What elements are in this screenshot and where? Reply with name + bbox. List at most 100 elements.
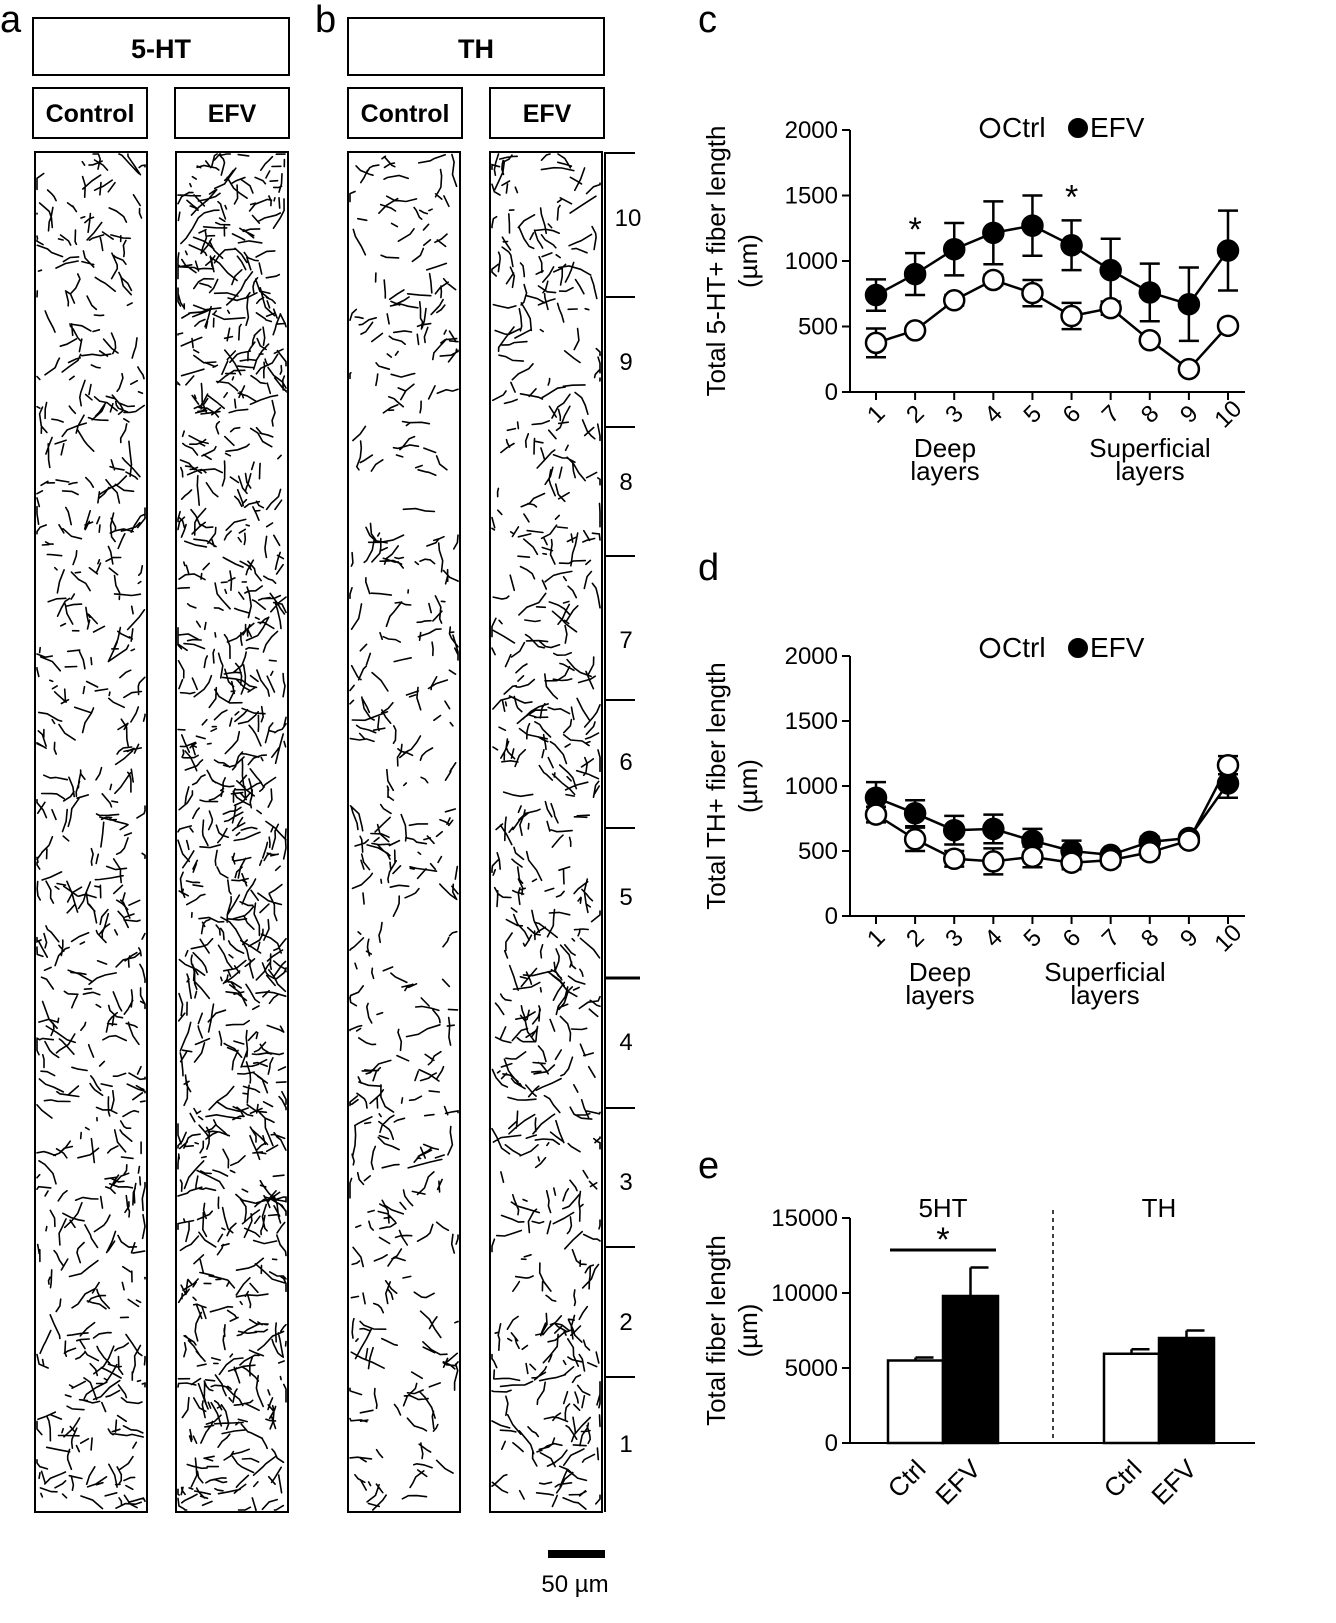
legend-label-ctrl: Ctrl xyxy=(1002,632,1046,663)
panel-letter-b: b xyxy=(315,0,336,41)
fiber-trace-5ht-efv xyxy=(177,153,287,1511)
data-point-ctrl xyxy=(1138,841,1162,864)
panel-b-efv-label: EFV xyxy=(523,100,572,128)
x-tick-label: Ctrl xyxy=(882,1454,932,1504)
panel-a-control-label: Control xyxy=(46,100,135,128)
data-point-ctrl xyxy=(1060,304,1083,328)
x-tick-label: EFV xyxy=(929,1453,986,1510)
x-tick-label: 2 xyxy=(901,924,930,953)
column-frame-th-control xyxy=(347,151,461,1513)
y-tick-label: 5000 xyxy=(785,1355,838,1382)
fiber-traces xyxy=(491,153,601,1510)
legend-label-ctrl: Ctrl xyxy=(1002,112,1046,143)
column-frame-5ht-efv xyxy=(175,151,289,1513)
column-frame-th-efv xyxy=(489,151,603,1513)
y-tick-label: 1000 xyxy=(785,773,838,800)
data-point-ctrl xyxy=(903,319,927,342)
significance-marker: * xyxy=(936,1221,949,1259)
layer-label-9: 9 xyxy=(619,349,632,376)
x-tick-label: 1 xyxy=(862,400,891,429)
scale-bar-label: 50 µm xyxy=(541,1571,608,1598)
layer-ruler: 10 9 8 7 6 5 4 3 2 1 xyxy=(604,152,641,1512)
data-point-ctrl xyxy=(864,331,888,355)
layer-label-5: 5 xyxy=(619,884,632,911)
data-point-ctrl xyxy=(942,289,966,312)
panel-letter-a: a xyxy=(0,0,22,41)
data-point-ctrl xyxy=(903,828,927,851)
y-axis-label-unit: (µm) xyxy=(733,234,763,288)
y-tick-label: 1500 xyxy=(785,708,838,735)
data-point-ctrl xyxy=(982,850,1005,873)
series-line-efv xyxy=(875,224,1230,306)
data-point-ctrl xyxy=(1099,848,1122,872)
data-point-efv xyxy=(1021,214,1044,237)
data-point-efv xyxy=(982,817,1005,841)
layer-label-4: 4 xyxy=(619,1029,632,1056)
x-group-label-line2: layers xyxy=(1115,456,1184,486)
y-axis-label: Total TH+ fiber length xyxy=(701,662,731,909)
series-line-ctrl xyxy=(875,764,1230,864)
data-point-ctrl xyxy=(1021,281,1044,305)
y-tick-label: 1000 xyxy=(785,248,838,275)
x-tick-label: 8 xyxy=(1136,400,1165,429)
data-point-efv xyxy=(864,283,888,307)
fiber-trace-th-control xyxy=(349,153,459,1511)
data-point-ctrl xyxy=(864,803,888,826)
y-tick-label: 1500 xyxy=(785,183,838,210)
x-group-label-line2: layers xyxy=(1070,980,1139,1010)
data-point-efv xyxy=(903,802,927,825)
data-point-ctrl xyxy=(1099,296,1122,320)
data-point-efv xyxy=(1060,234,1083,257)
x-tick-label: 5 xyxy=(1019,400,1048,429)
panel-b-control-label: Control xyxy=(361,100,450,128)
legend-marker-ctrl xyxy=(979,637,1001,659)
panel-a-title: 5-HT xyxy=(131,34,192,64)
data-point-efv xyxy=(1216,239,1240,262)
x-tick-label: EFV xyxy=(1145,1453,1202,1510)
panel-a-title-box xyxy=(32,17,290,76)
x-tick-label: Ctrl xyxy=(1098,1454,1148,1504)
x-tick-label: 3 xyxy=(940,400,969,429)
data-point-ctrl xyxy=(1177,829,1201,852)
y-tick-label: 0 xyxy=(825,1430,838,1457)
bar-th-efv xyxy=(1157,1336,1216,1445)
layer-label-3: 3 xyxy=(619,1169,632,1196)
panel-a-efv-box xyxy=(174,87,290,139)
y-tick-label: 500 xyxy=(798,314,838,341)
data-point-ctrl xyxy=(1138,329,1162,352)
x-group-label: Deep xyxy=(909,957,971,987)
x-group-label: Deep xyxy=(914,433,976,463)
scale-bar xyxy=(548,1550,605,1558)
panel-b-efv-box xyxy=(489,87,605,139)
legend-marker-efv xyxy=(1068,118,1088,138)
x-group-label-line2: layers xyxy=(910,456,979,486)
x-tick-label: 5 xyxy=(1019,924,1048,953)
legend-label-efv: EFV xyxy=(1090,112,1145,143)
chart-5ht-layers: 0 500 1000 1500 2000 1 2 3 4 5 6 7 8 9 10 Total 5-HT+ f… xyxy=(701,112,1247,486)
group-label-th: TH xyxy=(1142,1193,1177,1223)
data-point-ctrl xyxy=(1177,357,1201,381)
panel-b-title: TH xyxy=(458,34,494,64)
data-point-efv xyxy=(903,262,927,286)
legend-marker-efv xyxy=(1068,638,1088,658)
x-group-label-line2: layers xyxy=(905,980,974,1010)
panel-b-control-box xyxy=(347,87,463,139)
series-line-ctrl xyxy=(875,278,1229,371)
x-tick-label: 4 xyxy=(979,924,1008,953)
group-label-5ht: 5HT xyxy=(918,1193,967,1223)
data-point-efv xyxy=(942,818,966,842)
fiber-traces xyxy=(349,153,459,1511)
legend-marker-ctrl xyxy=(979,117,1001,139)
x-tick-label: 9 xyxy=(1175,924,1204,953)
data-point-efv xyxy=(1099,258,1122,282)
panel-letter-e: e xyxy=(698,1145,719,1187)
layer-label-8: 8 xyxy=(619,469,632,496)
layer-label-7: 7 xyxy=(619,627,632,654)
y-tick-label: 10000 xyxy=(771,1280,838,1307)
y-axis-label-unit: (µm) xyxy=(733,759,763,813)
fiber-trace-5ht-control xyxy=(36,153,146,1510)
x-tick-label: 6 xyxy=(1058,924,1087,953)
x-tick-label: 1 xyxy=(862,924,891,953)
panel-a-efv-label: EFV xyxy=(208,100,257,128)
fiber-traces xyxy=(177,153,287,1511)
